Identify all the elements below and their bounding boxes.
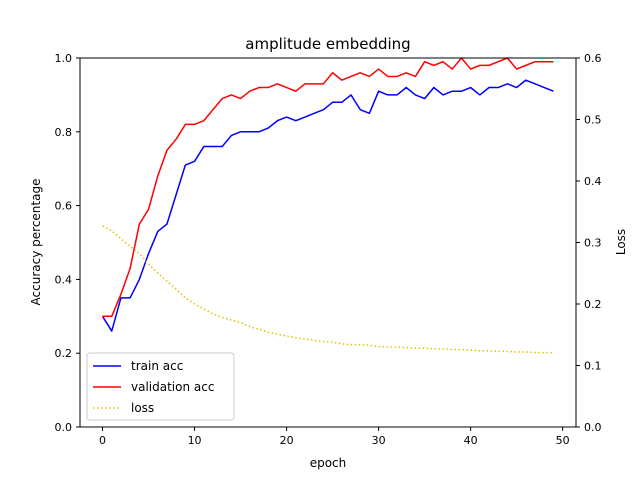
y2-tick-label: 0.2 [584, 298, 602, 311]
legend-label: validation acc [131, 380, 214, 394]
y2-tick-label: 0.1 [584, 360, 602, 373]
series-line-loss [102, 225, 554, 354]
y2-tick-label: 0.0 [584, 421, 602, 434]
legend-box [86, 352, 235, 421]
x-axis-label: epoch [310, 456, 347, 470]
y-tick-label: 1.0 [55, 52, 73, 65]
chart-title: amplitude embedding [245, 35, 410, 53]
series-line-train-acc [101, 79, 554, 332]
y2-tick-label: 0.3 [584, 237, 602, 250]
y-tick-label: 0.0 [55, 421, 73, 434]
y-tick-label: 0.4 [55, 273, 73, 286]
y-tick-label: 0.8 [55, 126, 73, 139]
y2-tick-label: 0.5 [584, 114, 602, 127]
y2-tick-label: 0.4 [584, 175, 602, 188]
y-tick-label: 0.2 [55, 347, 73, 360]
series-layer [101, 57, 554, 354]
y-axis-left: 0.0 0.2 0.4 0.6 0.8 1.0 [55, 52, 80, 434]
x-tick-label: 20 [280, 434, 294, 447]
x-tick-label: 30 [372, 434, 386, 447]
y2-axis-label: Loss [614, 229, 628, 255]
x-tick-label: 0 [99, 434, 106, 447]
legend-label: loss [131, 401, 154, 415]
x-tick-label: 50 [556, 434, 570, 447]
series-line-validation-acc [102, 57, 554, 318]
y2-tick-label: 0.6 [584, 52, 602, 65]
y-axis-right: 0.0 0.1 0.2 0.3 0.4 0.5 0.6 [576, 52, 602, 434]
x-axis: 0 10 20 30 40 50 [99, 427, 570, 447]
x-tick-label: 40 [464, 434, 478, 447]
y-axis-label: Accuracy percentage [29, 179, 43, 306]
legend-label: train acc [131, 359, 183, 373]
x-tick-label: 10 [188, 434, 202, 447]
y-tick-label: 0.6 [55, 200, 73, 213]
legend: train acc validation acc loss [86, 352, 235, 421]
